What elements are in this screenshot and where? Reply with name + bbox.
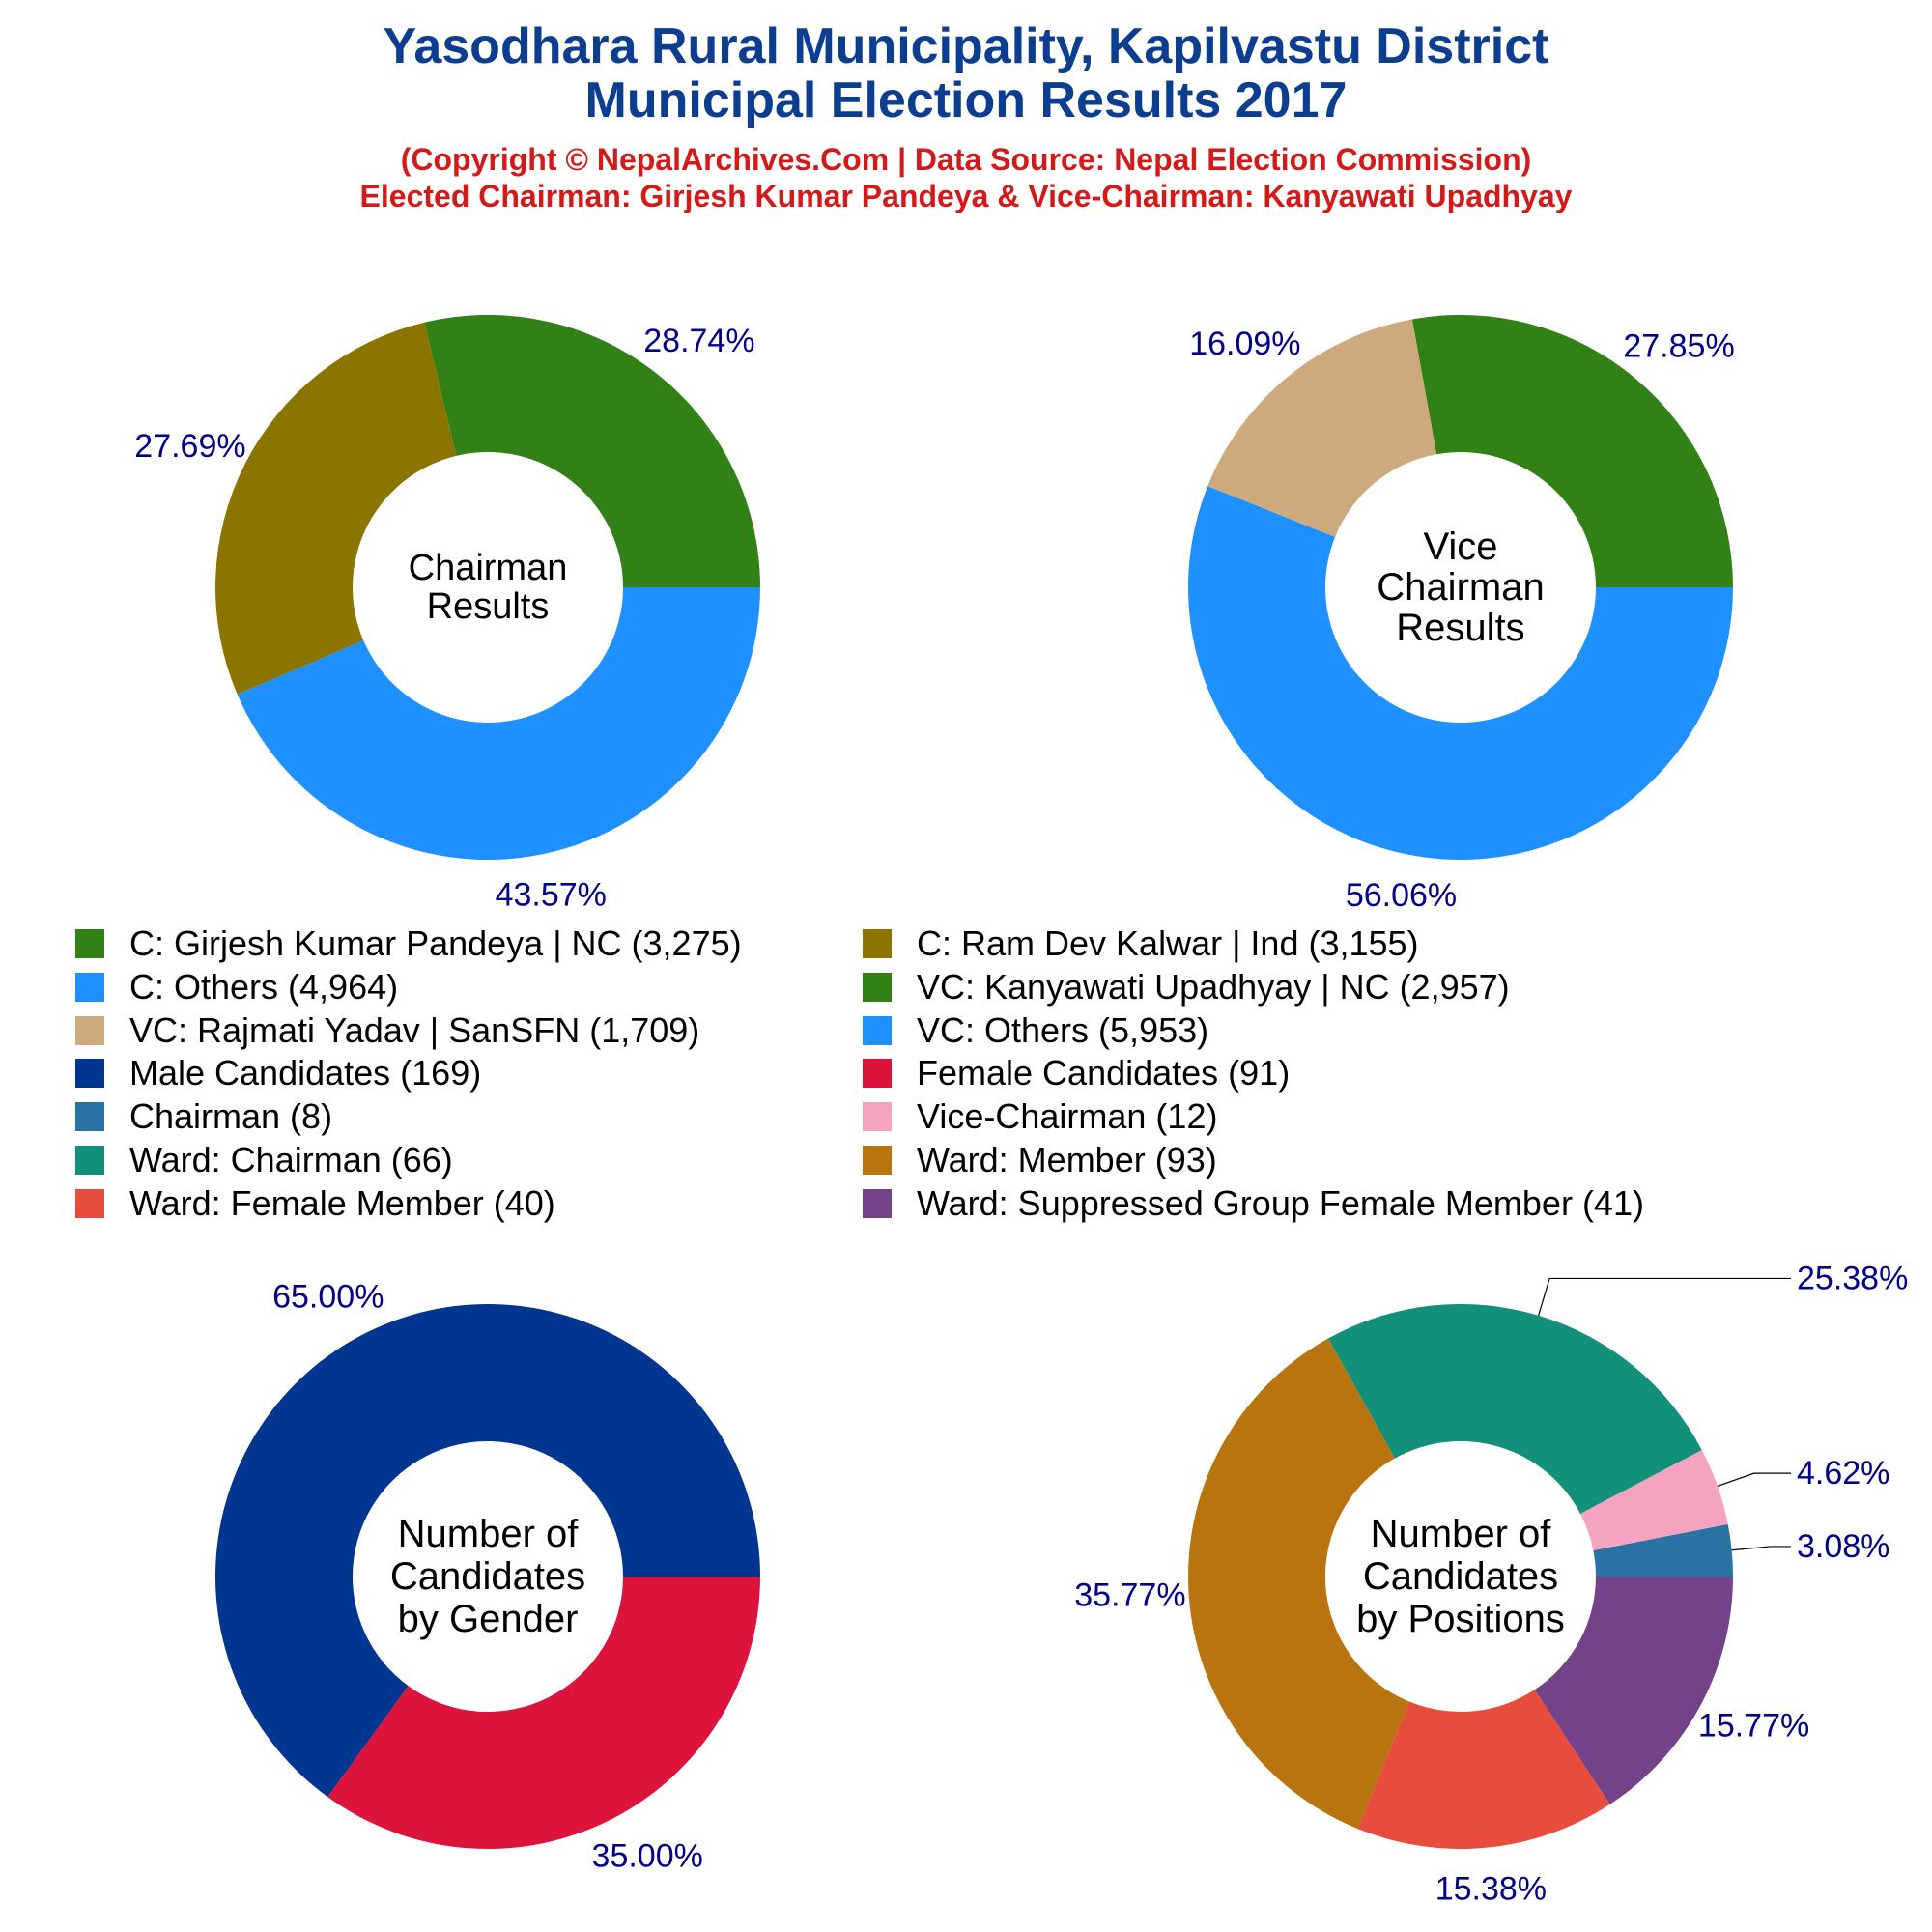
legend-item: VC: Kanyawati Upadhyay | NC (2,957) xyxy=(863,966,1510,1009)
legend-item: Ward: Suppressed Group Female Member (41… xyxy=(863,1182,1644,1225)
slice-percent-label: 65.00% xyxy=(272,1278,384,1315)
slice-percent-label: 15.38% xyxy=(1435,1870,1547,1907)
chart-subtitle-line-2: Elected Chairman: Girjesh Kumar Pandeya … xyxy=(359,179,1573,213)
legend-swatch xyxy=(75,1059,104,1089)
legend-swatch xyxy=(75,1102,104,1132)
slice-percent-label: 27.69% xyxy=(134,428,245,465)
legend-label: Chairman (8) xyxy=(129,1096,333,1137)
slice-percent-label: 4.62% xyxy=(1797,1455,1889,1492)
legend-swatch xyxy=(863,1015,892,1045)
donut-slice xyxy=(214,322,457,695)
donut-slice xyxy=(1579,1449,1728,1551)
legend-swatch xyxy=(75,1146,104,1175)
legend-label: C: Ram Dev Kalwar | Ind (3,155) xyxy=(917,923,1419,963)
slice-percent-label: 35.00% xyxy=(592,1838,703,1875)
legend-swatch xyxy=(863,1102,892,1132)
donut-slice xyxy=(237,587,761,860)
legend-label: Ward: Chairman (66) xyxy=(129,1140,453,1179)
donut-slice xyxy=(1327,1304,1702,1514)
legend-swatch xyxy=(75,1188,104,1218)
donut-center-label: Number of xyxy=(1371,1513,1552,1555)
donut-chart-4: 3.08% 4.62% 25.38% 35.77% 15.38% 15.77% Number… xyxy=(1074,1260,1908,1907)
donut-slice xyxy=(1187,486,1733,861)
legend-item: C: Others (4,964) xyxy=(75,966,398,1009)
donut-center-label: by Positions xyxy=(1356,1598,1565,1640)
legend-item: Female Candidates (91) xyxy=(863,1052,1290,1094)
label-leader-line xyxy=(1717,1472,1791,1487)
donut-center-label: Number of xyxy=(398,1513,580,1555)
legend-item: C: Ram Dev Kalwar | Ind (3,155) xyxy=(863,923,1419,965)
legend-label: Vice-Chairman (12) xyxy=(917,1096,1218,1137)
donut-slice xyxy=(1411,315,1733,587)
slice-percent-label: 43.57% xyxy=(496,876,607,913)
legend-label: Ward: Suppressed Group Female Member (41… xyxy=(917,1182,1644,1223)
legend-swatch xyxy=(75,1015,104,1045)
slice-percent-label: 56.06% xyxy=(1346,877,1457,914)
donut-center-label: Candidates xyxy=(1363,1555,1558,1598)
donut-slice xyxy=(327,1577,760,1849)
legend-item: Male Candidates (169) xyxy=(75,1052,481,1094)
chart-title-line-2: Municipal Election Results 2017 xyxy=(584,72,1348,128)
donut-center-label: Chairman xyxy=(1377,566,1544,609)
slice-percent-label: 25.38% xyxy=(1797,1260,1908,1296)
legend-label: Female Candidates (91) xyxy=(917,1053,1291,1094)
label-leader-line xyxy=(1538,1277,1791,1316)
donut-slice xyxy=(214,1304,760,1798)
legend-swatch xyxy=(863,1059,892,1089)
legend-swatch xyxy=(863,1188,892,1218)
slice-percent-label: 35.77% xyxy=(1074,1577,1185,1614)
legend-swatch xyxy=(863,929,892,958)
legend-item: Ward: Chairman (66) xyxy=(75,1139,453,1181)
donut-slice xyxy=(424,315,760,587)
chart-header: Yasodhara Rural Municipality, Kapilvastu… xyxy=(0,19,1932,214)
legend-item: Ward: Female Member (40) xyxy=(75,1182,555,1225)
donut-slice xyxy=(1534,1577,1733,1804)
donut-center-label: Results xyxy=(427,586,550,627)
donut-center-label: Candidates xyxy=(390,1555,585,1598)
legend-item: Ward: Member (93) xyxy=(863,1139,1217,1181)
chart-title: Yasodhara Rural Municipality, Kapilvastu… xyxy=(383,18,1549,74)
slice-percent-label: 28.74% xyxy=(643,323,754,359)
legend-item: Vice-Chairman (12) xyxy=(863,1095,1217,1138)
slice-percent-label: 3.08% xyxy=(1797,1528,1889,1565)
label-leader-line xyxy=(1731,1546,1791,1551)
legend-label: VC: Others (5,953) xyxy=(917,1009,1209,1050)
legend-label: Male Candidates (169) xyxy=(129,1053,482,1094)
legend-label: VC: Kanyawati Upadhyay | NC (2,957) xyxy=(917,966,1510,1007)
legend-swatch xyxy=(863,972,892,1002)
legend-label: VC: Rajmati Yadav | SanSFN (1,709) xyxy=(129,1009,700,1050)
donut-center-label: by Gender xyxy=(398,1598,579,1640)
donut-center-label: Results xyxy=(1396,607,1524,649)
legend-label: Ward: Female Member (40) xyxy=(129,1182,555,1223)
legend-swatch xyxy=(75,972,104,1002)
chart-subtitle: (Copyright © NepalArchives.Com | Data So… xyxy=(400,142,1532,177)
legend-swatch xyxy=(75,929,104,958)
donut-slice xyxy=(1208,319,1437,537)
slice-percent-label: 15.77% xyxy=(1698,1708,1809,1745)
donut-slice xyxy=(1357,1690,1610,1849)
donut-slice xyxy=(1188,1338,1410,1830)
slice-percent-label: 27.85% xyxy=(1623,328,1734,365)
legend-item: VC: Others (5,953) xyxy=(863,1009,1208,1052)
legend-item: C: Girjesh Kumar Pandeya | NC (3,275) xyxy=(75,923,742,965)
legend-label: C: Girjesh Kumar Pandeya | NC (3,275) xyxy=(129,923,742,963)
slice-percent-label: 16.09% xyxy=(1189,326,1300,362)
legend-item: Chairman (8) xyxy=(75,1095,332,1138)
legend-item: VC: Rajmati Yadav | SanSFN (1,709) xyxy=(75,1009,699,1052)
donut-center-label: Vice xyxy=(1423,526,1497,568)
legend-swatch xyxy=(863,1146,892,1175)
donut-slice xyxy=(1593,1523,1733,1577)
donut-center-label: Chairman xyxy=(409,548,568,588)
legend-label: C: Others (4,964) xyxy=(129,966,399,1007)
legend-label: Ward: Member (93) xyxy=(917,1140,1217,1179)
